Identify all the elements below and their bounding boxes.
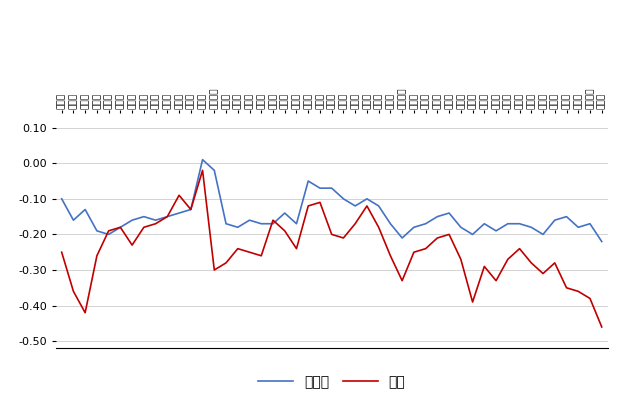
官公庁: [81, 207, 89, 212]
会社: [457, 257, 464, 262]
会社: [387, 254, 394, 258]
会社: [528, 260, 535, 265]
会社: [575, 289, 582, 294]
官公庁: [516, 221, 523, 226]
官公庁: [492, 228, 500, 233]
会社: [410, 250, 418, 255]
官公庁: [563, 214, 570, 219]
会社: [175, 193, 183, 198]
会社: [211, 268, 218, 273]
Line: 会社: 会社: [61, 171, 602, 327]
官公庁: [387, 221, 394, 226]
官公庁: [539, 232, 547, 237]
官公庁: [410, 225, 418, 230]
官公庁: [105, 232, 112, 237]
官公庁: [469, 232, 476, 237]
会社: [105, 228, 112, 233]
官公庁: [375, 203, 383, 208]
会社: [492, 278, 500, 283]
会社: [399, 278, 406, 283]
官公庁: [433, 214, 441, 219]
会社: [340, 236, 347, 241]
官公庁: [234, 225, 242, 230]
官公庁: [281, 211, 288, 215]
会社: [234, 246, 242, 251]
会社: [199, 168, 206, 173]
会社: [433, 236, 441, 241]
官公庁: [223, 221, 230, 226]
会社: [563, 286, 570, 290]
官公庁: [504, 221, 511, 226]
会社: [152, 221, 159, 226]
会社: [164, 214, 171, 219]
官公庁: [399, 236, 406, 241]
官公庁: [363, 196, 371, 201]
会社: [316, 200, 324, 205]
官公庁: [480, 221, 488, 226]
官公庁: [528, 225, 535, 230]
会社: [504, 257, 511, 262]
会社: [293, 246, 300, 251]
官公庁: [211, 168, 218, 173]
官公庁: [58, 196, 65, 201]
官公庁: [328, 186, 335, 191]
官公庁: [199, 157, 206, 162]
官公庁: [551, 218, 559, 223]
会社: [93, 254, 100, 258]
会社: [480, 264, 488, 269]
官公庁: [575, 225, 582, 230]
会社: [539, 271, 547, 276]
会社: [269, 218, 277, 223]
官公庁: [293, 221, 300, 226]
会社: [140, 225, 148, 230]
官公庁: [445, 211, 453, 215]
官公庁: [164, 214, 171, 219]
官公庁: [352, 203, 359, 208]
官公庁: [69, 218, 77, 223]
Line: 官公庁: 官公庁: [61, 160, 602, 241]
Legend: 官公庁, 会社: 官公庁, 会社: [252, 369, 411, 394]
官公庁: [304, 179, 312, 183]
官公庁: [140, 214, 148, 219]
官公庁: [422, 221, 429, 226]
会社: [598, 324, 606, 329]
会社: [223, 260, 230, 265]
会社: [69, 289, 77, 294]
会社: [281, 228, 288, 233]
官公庁: [152, 218, 159, 223]
会社: [58, 250, 65, 255]
官公庁: [316, 186, 324, 191]
会社: [469, 300, 476, 305]
官公庁: [457, 225, 464, 230]
官公庁: [269, 221, 277, 226]
官公庁: [340, 196, 347, 201]
会社: [375, 225, 383, 230]
会社: [81, 310, 89, 315]
会社: [117, 225, 124, 230]
官公庁: [187, 207, 195, 212]
会社: [257, 254, 265, 258]
会社: [352, 221, 359, 226]
官公庁: [117, 225, 124, 230]
会社: [551, 260, 559, 265]
会社: [516, 246, 523, 251]
会社: [304, 203, 312, 208]
会社: [128, 243, 136, 247]
会社: [587, 296, 594, 301]
官公庁: [128, 218, 136, 223]
会社: [328, 232, 335, 237]
会社: [363, 203, 371, 208]
官公庁: [246, 218, 253, 223]
会社: [246, 250, 253, 255]
官公庁: [93, 228, 100, 233]
会社: [187, 207, 195, 212]
官公庁: [175, 211, 183, 215]
官公庁: [598, 239, 606, 244]
会社: [422, 246, 429, 251]
官公庁: [587, 221, 594, 226]
会社: [445, 232, 453, 237]
官公庁: [257, 221, 265, 226]
